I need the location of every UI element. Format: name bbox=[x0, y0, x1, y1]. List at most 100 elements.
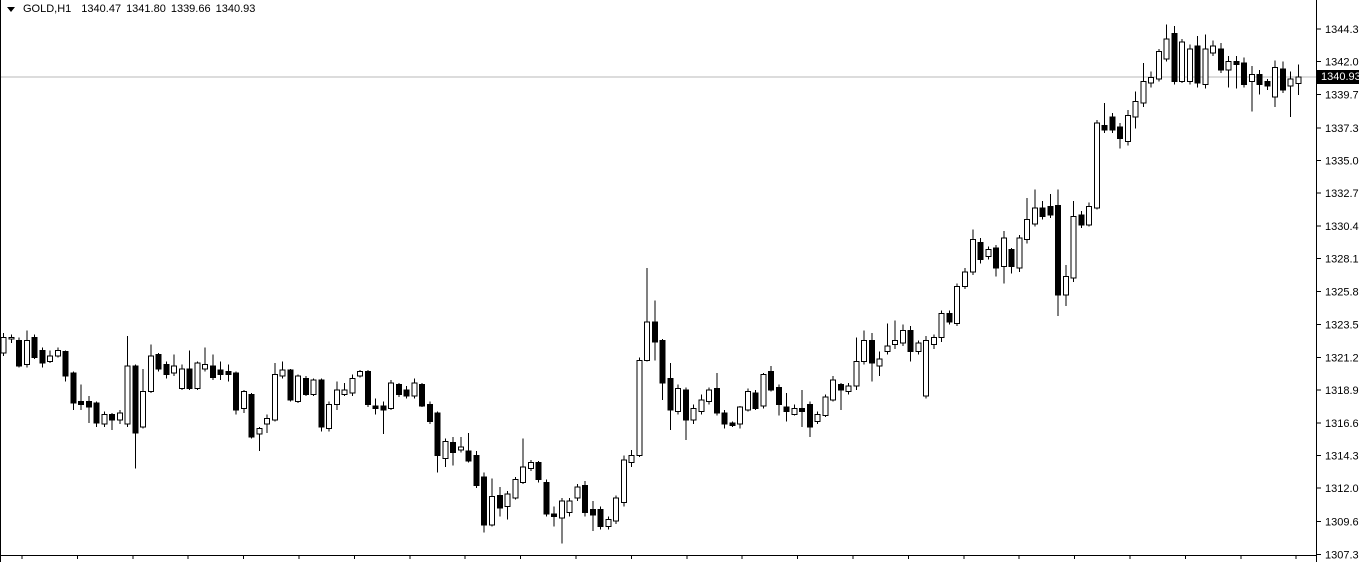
candle bbox=[256, 427, 263, 452]
candle bbox=[1194, 36, 1201, 88]
price-axis-label: 1309.65 bbox=[1325, 517, 1359, 529]
candle bbox=[1101, 102, 1108, 133]
candle bbox=[496, 486, 503, 517]
candle bbox=[1171, 26, 1178, 85]
candle bbox=[109, 412, 116, 430]
candle bbox=[961, 267, 968, 290]
price-axis-label: 1330.45 bbox=[1325, 221, 1359, 233]
candle bbox=[636, 357, 643, 457]
candle bbox=[411, 378, 418, 399]
candle bbox=[551, 506, 558, 527]
candle bbox=[1039, 201, 1046, 220]
candle bbox=[628, 449, 635, 467]
candle bbox=[1155, 48, 1162, 82]
candle bbox=[915, 340, 922, 355]
price-axis-label: 1316.60 bbox=[1325, 418, 1359, 430]
candle bbox=[799, 390, 806, 428]
candle bbox=[946, 310, 953, 325]
candle bbox=[1217, 43, 1224, 74]
candle bbox=[326, 401, 333, 432]
current-price-badge: 1340.93 bbox=[1317, 70, 1359, 84]
candle bbox=[690, 404, 697, 425]
candle bbox=[450, 437, 457, 466]
ohlc-close: 1340.93 bbox=[215, 3, 256, 15]
price-axis-label: 1328.15 bbox=[1325, 254, 1359, 266]
candle bbox=[8, 334, 15, 344]
candle bbox=[1078, 210, 1085, 229]
candle bbox=[225, 364, 232, 382]
candle bbox=[357, 370, 364, 378]
candle bbox=[62, 350, 69, 382]
candle bbox=[504, 491, 511, 520]
candle bbox=[457, 437, 464, 453]
price-axis-label: 1325.85 bbox=[1325, 286, 1359, 298]
candle bbox=[473, 451, 480, 489]
candle bbox=[1233, 56, 1240, 89]
candle bbox=[155, 353, 162, 372]
candle bbox=[620, 455, 627, 507]
candle bbox=[310, 378, 317, 396]
ohlc-low: 1339.66 bbox=[170, 3, 211, 15]
candle bbox=[822, 394, 829, 418]
candle bbox=[202, 347, 209, 372]
candle bbox=[884, 323, 891, 355]
candle bbox=[1117, 122, 1124, 149]
candle bbox=[54, 347, 61, 358]
candle bbox=[0, 333, 7, 356]
candle bbox=[372, 398, 379, 415]
candle bbox=[279, 361, 286, 379]
candle bbox=[659, 338, 666, 401]
candle bbox=[582, 481, 589, 517]
symbol-label: GOLD,H1 bbox=[23, 3, 72, 15]
candle bbox=[140, 368, 147, 429]
candle bbox=[1272, 60, 1279, 108]
candle bbox=[101, 411, 108, 428]
candle bbox=[892, 320, 899, 349]
candle bbox=[977, 237, 984, 264]
price-axis-label: 1314.30 bbox=[1325, 451, 1359, 463]
candle bbox=[333, 381, 340, 411]
candle bbox=[264, 414, 271, 433]
candle bbox=[1070, 201, 1077, 283]
candle bbox=[682, 387, 689, 440]
candle bbox=[388, 380, 395, 411]
time-axis[interactable] bbox=[0, 555, 1316, 562]
price-axis-label: 1312.00 bbox=[1325, 483, 1359, 495]
candle bbox=[1241, 57, 1248, 88]
candle bbox=[535, 461, 542, 483]
candle bbox=[1024, 198, 1031, 244]
candle bbox=[233, 371, 240, 415]
candle bbox=[70, 371, 77, 411]
candle bbox=[426, 401, 433, 425]
candle bbox=[395, 383, 402, 398]
candle bbox=[39, 347, 46, 368]
candle bbox=[651, 300, 658, 361]
candle bbox=[1287, 71, 1294, 118]
candle bbox=[768, 365, 775, 392]
candle bbox=[861, 330, 868, 365]
price-axis-label: 1339.70 bbox=[1325, 89, 1359, 101]
candle bbox=[520, 438, 527, 484]
candle bbox=[706, 387, 713, 405]
candle bbox=[605, 516, 612, 530]
candle bbox=[969, 229, 976, 275]
candle bbox=[938, 310, 945, 342]
candle bbox=[868, 333, 875, 382]
candle bbox=[993, 245, 1000, 277]
ohlc-open: 1340.47 bbox=[81, 3, 122, 15]
candle bbox=[16, 337, 23, 368]
candle bbox=[954, 283, 961, 327]
candle bbox=[171, 354, 178, 376]
price-axis-label: 1321.20 bbox=[1325, 352, 1359, 364]
candle bbox=[566, 498, 573, 517]
candle bbox=[806, 401, 813, 438]
candle bbox=[752, 390, 759, 411]
dropdown-arrow-icon[interactable] bbox=[7, 6, 15, 12]
candle bbox=[1186, 44, 1193, 85]
candle bbox=[729, 421, 736, 428]
price-axis-label: 1323.50 bbox=[1325, 320, 1359, 332]
candle bbox=[713, 373, 720, 416]
candle bbox=[217, 361, 224, 381]
candle bbox=[760, 373, 767, 409]
